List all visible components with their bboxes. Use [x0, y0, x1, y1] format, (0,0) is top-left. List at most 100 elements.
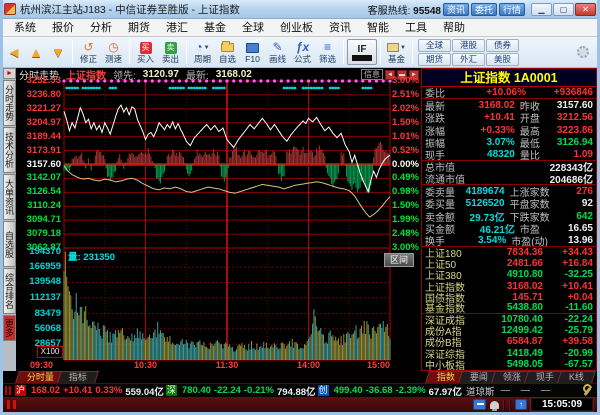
menu-item[interactable]: 期货	[128, 21, 150, 34]
market-button[interactable]: 美股	[486, 52, 519, 66]
index-row[interactable]: 上证指数 3168.02 +10.41	[425, 280, 593, 294]
menu-item[interactable]: 报价	[52, 21, 74, 34]
watchlist-button[interactable]: 自选	[215, 38, 240, 66]
minimize-button[interactable]: ▁	[531, 2, 552, 16]
quick-button-资讯[interactable]: 资讯	[442, 3, 469, 16]
index-row[interactable]: 基金指数 5438.80 -11.60	[422, 302, 596, 315]
signal-dot-cyan	[301, 86, 305, 90]
price-axis-label: 3157.60	[26, 158, 61, 170]
market-button[interactable]: 债券	[486, 38, 519, 52]
updown-bar	[287, 152, 289, 165]
menu-item[interactable]: 全球	[242, 21, 264, 34]
speed-test-button[interactable]: ◷ 测速	[101, 38, 126, 66]
volume-bar	[332, 335, 334, 360]
index-row[interactable]: 成份A指 12499.42 -25.79	[425, 325, 593, 339]
range-button[interactable]: 区间	[384, 253, 414, 267]
menu-item[interactable]: 基金	[204, 21, 226, 34]
lead-value: 3120.97	[142, 69, 179, 80]
panel-tab[interactable]: K线	[557, 371, 597, 383]
index-row[interactable]: 深证综指 1418.49 -20.99	[425, 347, 593, 361]
menu-item[interactable]: 帮助	[443, 21, 465, 34]
chart-region[interactable]: 分时走势 上证指数 领先: 3120.97 最新: 3168.02 信息 ◄ ▬…	[16, 68, 421, 371]
volume-bar	[305, 344, 307, 360]
updown-bar	[337, 164, 339, 174]
market-button[interactable]: 外汇	[452, 52, 485, 66]
formula-button[interactable]: ƒx 公式	[290, 38, 315, 66]
market-button[interactable]: 期货	[418, 52, 451, 66]
draw-line-button[interactable]: ✎ 画线	[265, 38, 290, 66]
filter-button[interactable]: ≡ 筛选	[315, 38, 340, 66]
status-tick	[9, 386, 11, 395]
timeshare-chart[interactable]	[16, 68, 421, 371]
f10-button[interactable]: F10	[240, 38, 265, 66]
market-button[interactable]: 全球	[418, 38, 451, 52]
updown-bar	[153, 162, 155, 165]
quick-button-委托[interactable]: 委托	[470, 3, 497, 16]
back-button[interactable]: ◄	[7, 44, 21, 60]
volume-bar	[125, 338, 127, 360]
sidebar-tab[interactable]: 大单资讯	[3, 174, 16, 220]
market-tag: 沪	[15, 385, 26, 396]
index-row[interactable]: 上证380 4910.80 -32.25	[425, 269, 593, 283]
volume-axis-label: 83479	[34, 307, 61, 319]
chart-tab[interactable]: 指标	[57, 371, 99, 383]
gear-icon[interactable]	[577, 46, 589, 58]
volume-bar	[346, 333, 348, 360]
menu-item[interactable]: 智能	[367, 21, 389, 34]
signal-dot-magenta	[191, 79, 195, 83]
menu-item[interactable]: 工具	[405, 21, 427, 34]
mail-icon[interactable]: ↑	[515, 399, 527, 410]
volume-bar	[140, 339, 142, 360]
menu-item[interactable]: 港汇	[166, 21, 188, 34]
sidebar-tab[interactable]: 综合排名	[3, 268, 16, 314]
menu-item[interactable]: 系统	[14, 21, 36, 34]
updown-bar	[145, 152, 146, 165]
volume-bar	[85, 306, 87, 360]
sidebar-tab[interactable]: 分时走势	[3, 80, 16, 126]
chat-icon[interactable]	[473, 399, 486, 410]
menu-item[interactable]: 资讯	[329, 21, 351, 34]
menu-item[interactable]: 创业板	[280, 21, 313, 34]
if-futures-button[interactable]: IF	[347, 39, 377, 65]
chart-prev-icon[interactable]: ◄	[385, 69, 395, 80]
menu-item[interactable]: 分析	[90, 21, 112, 34]
index-row[interactable]: 深证成指 10780.40 -22.24	[425, 314, 593, 328]
scroll-arrow-icon[interactable]: ►	[3, 68, 16, 79]
main-area: ► 分时走势 技术分析 大单资讯 自选股 综合排名 更多 分时走势 上证指数 领先: 31…	[3, 68, 597, 372]
close-button[interactable]: ✕	[575, 2, 596, 16]
taskbar-divider	[503, 399, 505, 410]
buy-button[interactable]: 买买入	[133, 38, 158, 66]
index-row[interactable]: 上证180 7834.36 +34.43	[425, 246, 593, 260]
updown-bar	[327, 164, 329, 174]
updown-bar	[121, 162, 123, 165]
sell-button[interactable]: 卖卖出	[158, 38, 183, 66]
maximize-button[interactable]: ▢	[553, 2, 574, 16]
chart-next-icon[interactable]: ►	[409, 69, 419, 80]
settings-wrench-icon[interactable]	[581, 385, 593, 397]
period-button[interactable]: ◔ ▼ 周期	[190, 38, 215, 66]
signal-dot-magenta	[286, 79, 290, 83]
up-button[interactable]: ▲	[29, 44, 43, 60]
quick-button-行情[interactable]: 行情	[498, 3, 525, 16]
revise-button[interactable]: ↺ 修正	[76, 38, 101, 66]
signal-dot-magenta	[177, 79, 182, 83]
volume-bar	[250, 340, 252, 360]
index-row[interactable]: 国债指数 145.71 +0.04	[425, 291, 593, 305]
fund-button[interactable]: ▼ 基金	[384, 38, 409, 66]
market-button[interactable]: 港股	[452, 38, 485, 52]
index-row[interactable]: 成份B指 6584.87 +39.58	[425, 336, 593, 350]
updown-bar	[343, 152, 345, 165]
info-button[interactable]: 信息	[361, 69, 383, 80]
chart-collapse-icon[interactable]: ▬	[397, 69, 407, 80]
volume-bar	[176, 343, 178, 360]
index-row[interactable]: 上证50 2481.66 +16.84	[425, 258, 593, 272]
down-button[interactable]: ▼	[51, 44, 65, 60]
updown-bar	[185, 164, 187, 170]
sidebar-tab[interactable]: 自选股	[3, 221, 16, 267]
volume-bar	[371, 327, 373, 360]
index-row[interactable]: 中小板指 5498.05 -67.57	[425, 358, 593, 372]
volume-bar	[187, 342, 189, 360]
sidebar-tab[interactable]: 更多	[3, 315, 16, 341]
bell-icon[interactable]	[490, 400, 499, 411]
sidebar-tab[interactable]: 技术分析	[3, 127, 16, 173]
